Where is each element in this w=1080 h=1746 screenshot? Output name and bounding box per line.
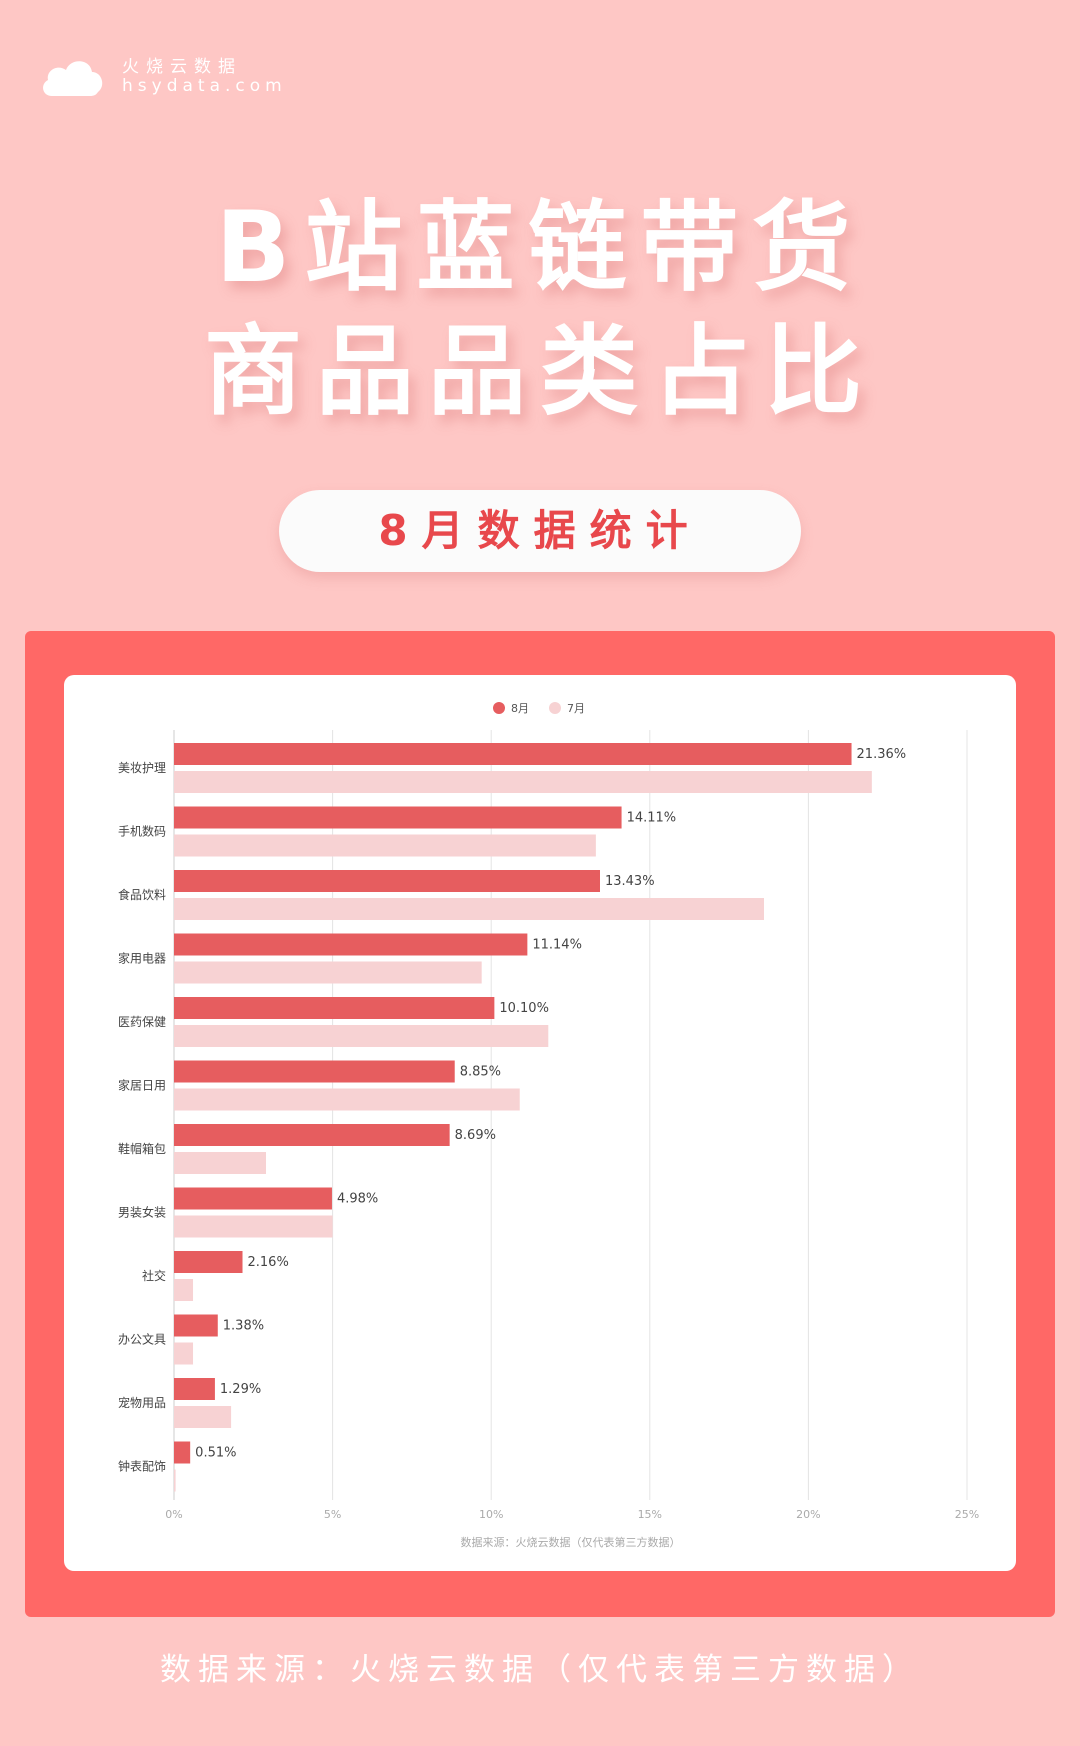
bar-jul [174, 1152, 266, 1174]
period-badge: 8月数据统计 [279, 490, 801, 572]
legend-label-aug: 8月 [511, 702, 529, 715]
bar-aug [174, 806, 622, 829]
data-label: 13.43% [605, 874, 655, 889]
bar-jul [174, 1215, 333, 1238]
data-label: 1.38% [223, 1319, 264, 1334]
bar-aug [174, 1251, 243, 1273]
x-tick-label: 5% [324, 1508, 341, 1521]
category-label: 宠物用品 [118, 1395, 166, 1410]
bar-aug [174, 1441, 191, 1464]
page-title-line1: B站蓝链带货 [215, 191, 865, 305]
bar-aug [174, 1378, 215, 1400]
bar-jul [174, 771, 872, 793]
data-label: 0.51% [195, 1446, 236, 1461]
legend-marker-aug [493, 702, 505, 714]
category-label: 美妆护理 [118, 761, 166, 775]
bar-aug [174, 1060, 455, 1083]
bar-jul [174, 1406, 232, 1428]
data-label: 14.11% [627, 811, 677, 826]
x-tick-label: 25% [955, 1508, 979, 1521]
data-label: 8.69% [455, 1128, 496, 1143]
category-label: 男装女装 [118, 1205, 166, 1220]
x-tick-label: 10% [479, 1508, 503, 1521]
chart-card: 0% 5% 10% 15% 20% 25% 8月 7月美妆护理 21.36% 手机数码 14.11%… [64, 675, 1016, 1571]
data-label: 11.14% [532, 938, 582, 953]
brand-name: 火烧云数据 [122, 57, 242, 77]
bar-aug [174, 1314, 218, 1337]
data-label: 2.16% [248, 1255, 289, 1270]
bar-aug [174, 997, 495, 1019]
data-label: 1.29% [220, 1382, 261, 1397]
data-label: 10.10% [499, 1001, 549, 1016]
bar-jul [174, 961, 482, 984]
category-label: 医药保健 [118, 1015, 166, 1029]
bar-aug [174, 933, 528, 956]
category-label: 家用电器 [118, 951, 166, 966]
legend-marker-jul [549, 702, 561, 714]
page-title-line2: 商品品类占比 [203, 315, 876, 429]
cloud-icon [43, 61, 103, 96]
bar-jul [174, 1088, 520, 1111]
bar-jul [174, 834, 596, 857]
data-label: 4.98% [337, 1192, 378, 1207]
bar-jul [174, 1342, 194, 1365]
brand-logo: 火烧云数据 hsydata.com [38, 52, 288, 102]
category-label: 钟表配饰 [118, 1459, 166, 1474]
brand-url: hsydata.com [122, 76, 287, 96]
category-label: 鞋帽箱包 [118, 1141, 166, 1156]
bar-aug [174, 743, 852, 765]
category-label: 食品饮料 [118, 887, 166, 902]
data-label: 8.85% [460, 1065, 501, 1080]
chart-source-note: 数据来源：火烧云数据（仅代表第三方数据） [461, 1535, 681, 1549]
category-label: 家居日用 [118, 1078, 166, 1093]
x-tick-label: 15% [638, 1508, 662, 1521]
bar-jul [174, 898, 764, 920]
source-footer: 数据来源：火烧云数据（仅代表第三方数据） [160, 1652, 920, 1688]
bar-jul [174, 1025, 549, 1047]
category-label: 办公文具 [118, 1332, 166, 1347]
x-tick-label: 20% [796, 1508, 820, 1521]
x-tick-label: 0% [165, 1508, 182, 1521]
data-label: 21.36% [857, 747, 907, 762]
bar-jul [174, 1279, 194, 1301]
bar-jul [174, 1469, 176, 1492]
bar-aug [174, 1187, 332, 1210]
category-label: 手机数码 [118, 824, 166, 839]
legend-label-jul: 7月 [567, 702, 585, 715]
bar-aug [174, 1124, 450, 1146]
category-label: 社交 [142, 1268, 166, 1283]
bar-aug [174, 870, 600, 892]
